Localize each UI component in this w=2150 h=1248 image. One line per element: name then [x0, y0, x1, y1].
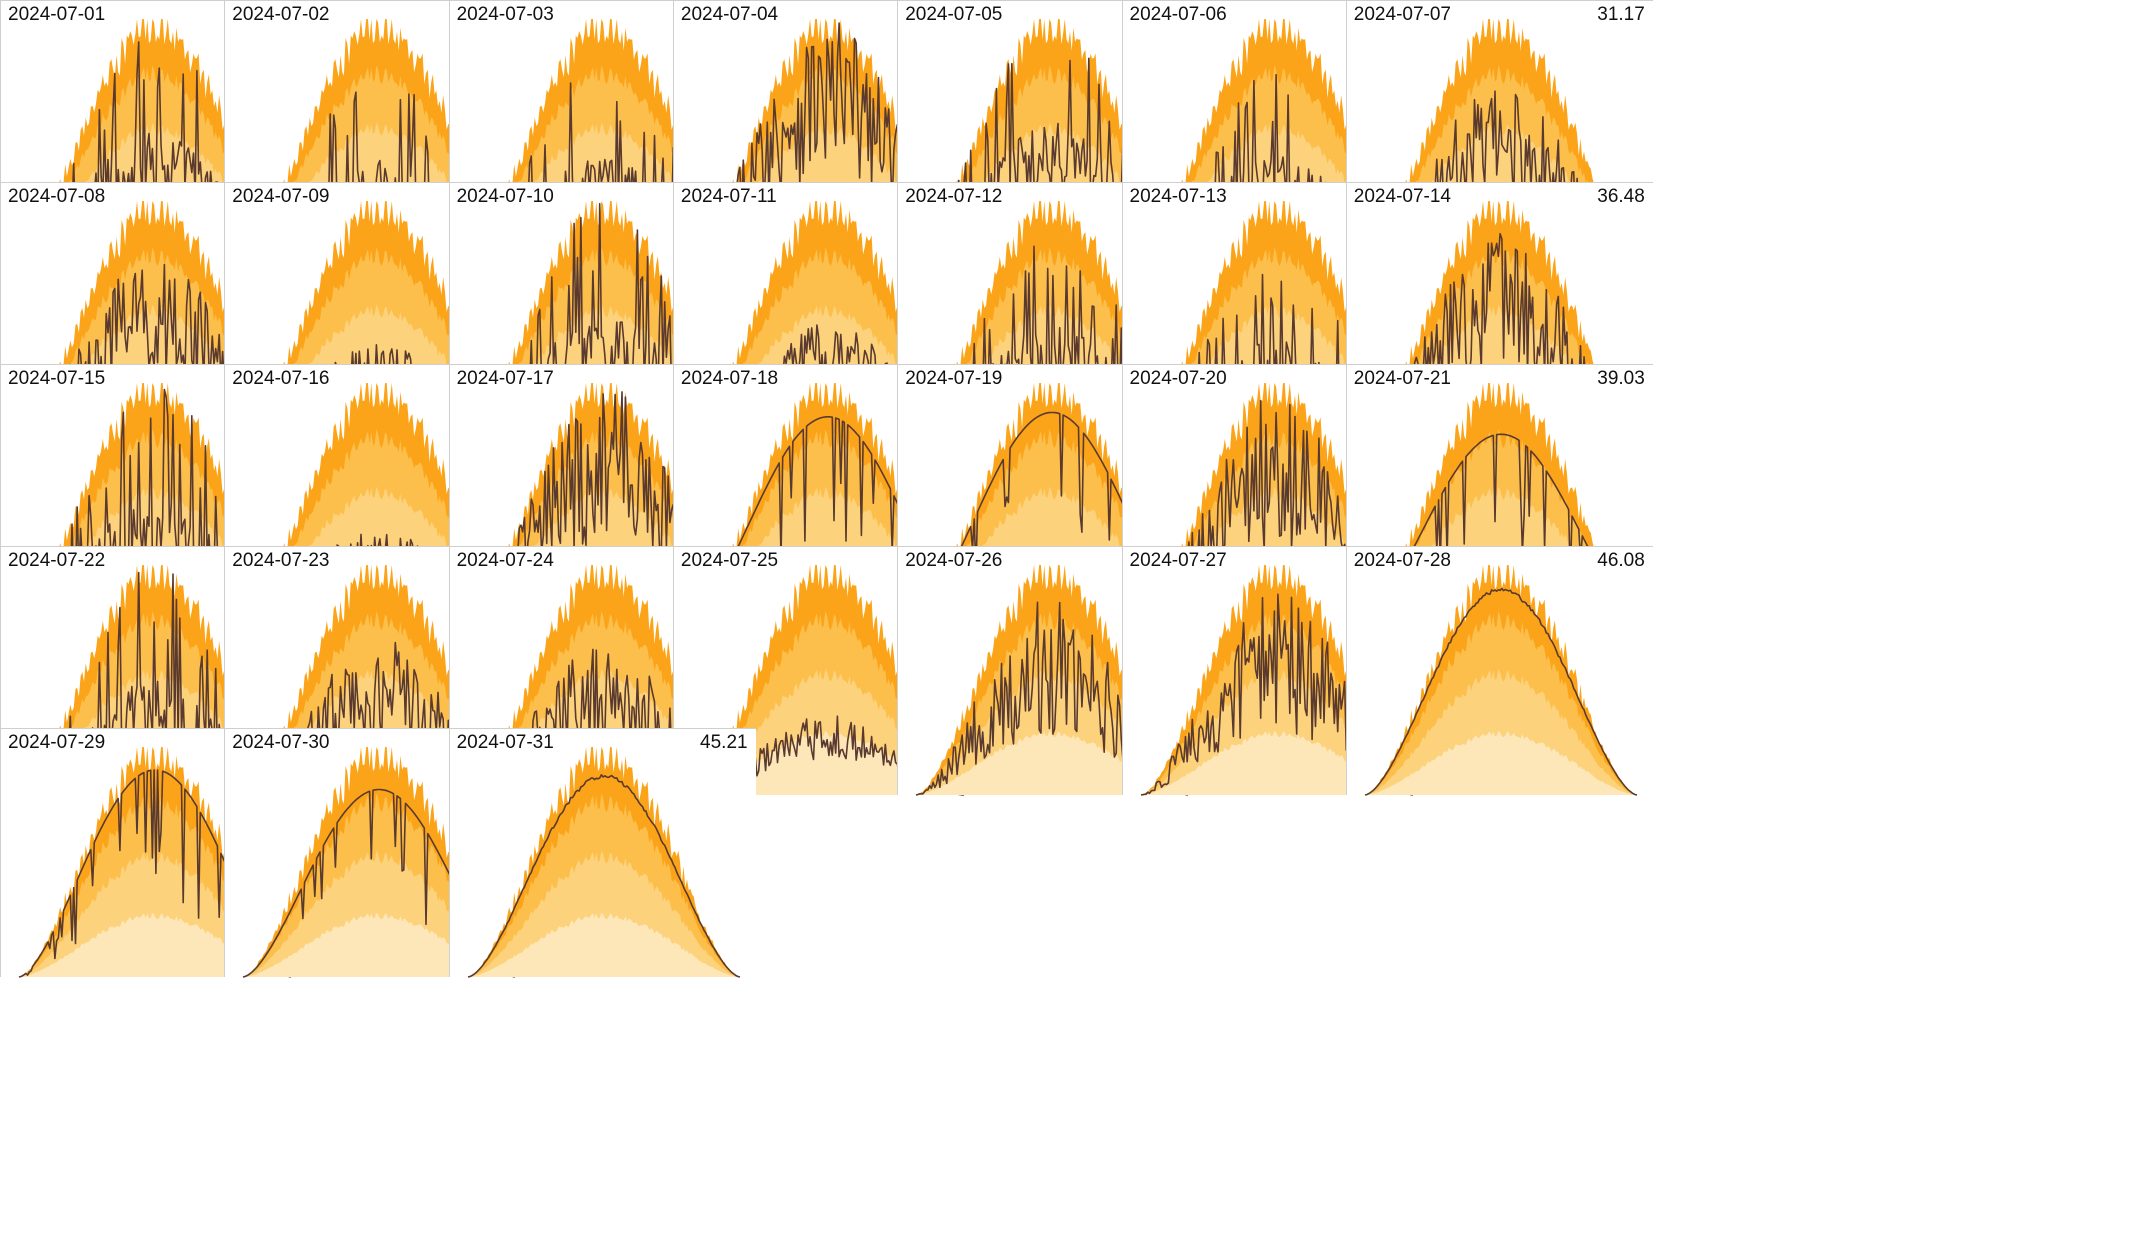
- day-date-label: 2024-07-01: [8, 4, 106, 25]
- day-date-label: 2024-07-11: [680, 186, 777, 207]
- day-date-label: 2024-07-31: [456, 732, 554, 753]
- day-panel: 2024-07-31 45.21: [448, 728, 756, 978]
- day-date-label: 2024-07-09: [232, 186, 330, 207]
- day-date-label: 2024-07-24: [456, 550, 554, 571]
- day-date-label: 2024-07-03: [456, 4, 554, 25]
- day-date-label: 2024-07-17: [456, 368, 554, 389]
- forecast-band-0: [916, 730, 1189, 795]
- day-plot: [1140, 565, 1413, 796]
- day-total-label: 39.03: [1597, 368, 1645, 389]
- day-date-label: 2024-07-22: [8, 550, 106, 571]
- day-date-label: 2024-07-13: [1129, 186, 1227, 207]
- day-date-label: 2024-07-19: [905, 368, 1003, 389]
- day-total-label: 36.48: [1597, 186, 1645, 207]
- day-date-label: 2024-07-10: [456, 186, 554, 207]
- day-date-label: 2024-07-04: [680, 4, 779, 25]
- forecast-band-0: [467, 912, 740, 977]
- day-date-label: 2024-07-07: [1353, 4, 1451, 25]
- day-date-label: 2024-07-06: [1129, 4, 1227, 25]
- day-plot: [691, 565, 964, 796]
- day-date-label: 2024-07-25: [680, 550, 779, 571]
- day-date-label: 2024-07-12: [905, 186, 1003, 207]
- day-date-label: 2024-07-20: [1129, 368, 1227, 389]
- day-plot: [243, 747, 516, 978]
- day-plot: [916, 565, 1189, 796]
- day-date-label: 2024-07-15: [8, 368, 106, 389]
- day-date-label: 2024-07-26: [905, 550, 1003, 571]
- day-total-label: 45.21: [700, 732, 748, 753]
- day-panel: 2024-07-2738.79: [1121, 546, 1429, 796]
- day-date-label: 2024-07-14: [1353, 186, 1451, 207]
- day-date-label: 2024-07-18: [680, 368, 779, 389]
- day-date-label: 2024-07-27: [1129, 550, 1227, 571]
- day-date-label: 2024-07-21: [1353, 368, 1451, 389]
- day-date-label: 2024-07-16: [232, 368, 330, 389]
- forecast-band-0: [1140, 730, 1413, 795]
- forecast-band-0: [243, 912, 516, 977]
- actual-output-line: [467, 774, 740, 978]
- day-date-label: 2024-07-29: [8, 732, 106, 753]
- day-date-label: 2024-07-02: [232, 4, 330, 25]
- forecast-band-0: [1364, 730, 1637, 795]
- day-date-label: 2024-07-30: [232, 732, 330, 753]
- day-total-label: 31.17: [1597, 4, 1645, 25]
- day-plot: [1364, 565, 1637, 796]
- day-date-label: 2024-07-08: [8, 186, 106, 207]
- day-date-label: 2024-07-28: [1353, 550, 1451, 571]
- forecast-band-0: [19, 912, 291, 977]
- day-plot: [467, 747, 740, 978]
- actual-output-line: [1364, 587, 1637, 796]
- day-date-label: 2024-07-05: [905, 4, 1003, 25]
- day-total-label: 46.08: [1597, 550, 1645, 571]
- forecast-band-0: [691, 730, 964, 795]
- day-date-label: 2024-07-23: [232, 550, 330, 571]
- day-panel: 2024-07-28 46.08: [1345, 546, 1653, 796]
